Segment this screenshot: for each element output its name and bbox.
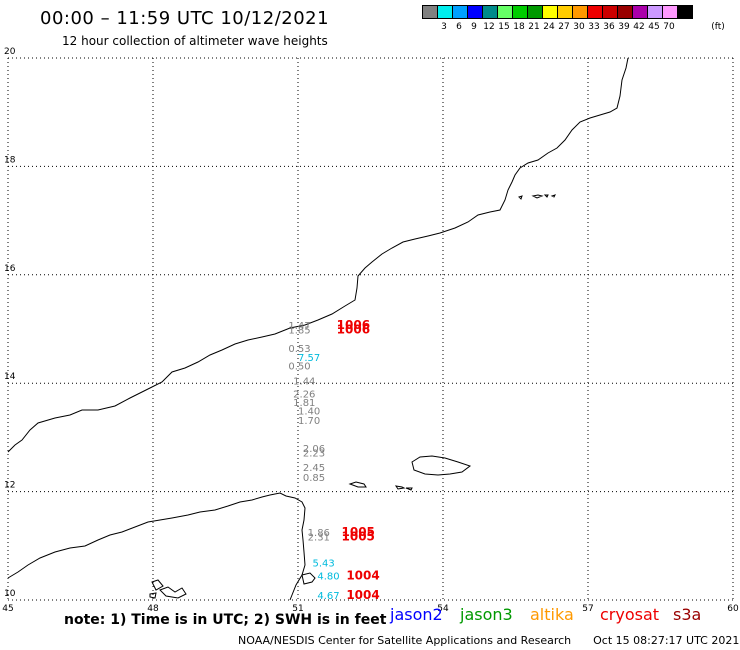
wave-height-label: 1004 [346, 568, 379, 582]
wave-height-label: 1.44 [293, 376, 315, 387]
wave-height-label: 1.85 [288, 325, 310, 336]
legend-label: 3 [441, 22, 447, 32]
lon-tick-label: 60 [727, 604, 739, 614]
legend-label: 33 [588, 22, 600, 32]
kuria-muria-islands [518, 194, 556, 200]
legend-label: 24 [543, 22, 555, 32]
wave-height-label: 2.06 [303, 444, 325, 455]
satellite-name: cryosat [600, 605, 660, 624]
wave-height-label: 1.40 [298, 407, 320, 418]
lat-tick-label: 18 [4, 155, 16, 165]
lat-tick-label: 10 [4, 589, 16, 599]
legend-label: 27 [558, 22, 570, 32]
legend-label: 42 [633, 22, 645, 32]
legend-label: 39 [618, 22, 630, 32]
wave-height-label: 2.26 [293, 389, 315, 400]
wave-height-label: 1.47 [288, 321, 310, 332]
lon-tick-label: 45 [2, 604, 13, 614]
wave-height-label: 1006 [337, 318, 370, 332]
wave-height-label: 1005 [342, 529, 375, 543]
socotra-island [411, 455, 472, 476]
lat-tick-label: 14 [4, 372, 16, 382]
wave-height-label: 4.67 [317, 591, 339, 602]
satellite-name: s3a [673, 605, 702, 624]
legend-label: 45 [648, 22, 660, 32]
wave-height-label: 4.80 [317, 571, 339, 582]
lat-tick-label: 16 [4, 264, 16, 274]
map-subtitle: 12 hour collection of altimeter wave hei… [62, 34, 328, 48]
legend-label: 15 [498, 22, 510, 32]
wave-height-label: 2.23 [303, 448, 325, 459]
legend-label: 6 [456, 22, 462, 32]
lat-tick-label: 20 [4, 47, 16, 57]
satellite-name: altika [530, 605, 574, 624]
legend-label: 30 [573, 22, 585, 32]
credit-line: NOAA/NESDIS Center for Satellite Applica… [238, 634, 739, 647]
wave-height-label: 1.70 [298, 416, 320, 427]
legend-unit: (ft) [711, 22, 725, 32]
satellite-name: jason3 [460, 605, 513, 624]
credit-text: NOAA/NESDIS Center for Satellite Applica… [238, 634, 572, 647]
lon-tick-label: 57 [582, 604, 593, 614]
wave-height-label: 1004 [346, 588, 379, 602]
wave-height-label: 0.85 [303, 473, 325, 484]
wave-height-label: 1005 [342, 525, 375, 539]
axis-tick-labels: 45 48 51 54 57 60 20 18 16 14 12 10 [2, 47, 739, 614]
legend-label: 9 [471, 22, 477, 32]
wave-height-label: 0.50 [288, 362, 310, 373]
wave-height-label: 2.45 [303, 463, 325, 474]
samhah-island [394, 485, 406, 490]
darsah-island [405, 487, 413, 491]
legend-label: 36 [603, 22, 615, 32]
wave-height-label: 1.86 [308, 528, 330, 539]
generated-timestamp: Oct 15 08:27:17 UTC 2021 [593, 634, 740, 647]
arabian-coastline [7, 57, 629, 453]
coastline [7, 57, 629, 601]
legend-color-bar [422, 5, 693, 19]
wave-height-label: 0.53 [288, 344, 310, 355]
wave-height-label: 1006 [337, 322, 370, 336]
ras-hafun [301, 572, 316, 585]
satellite-name: jason2 [390, 605, 443, 624]
footnote: note: 1) Time is in UTC; 2) SWH is in fe… [64, 612, 387, 628]
wave-height-label: 5.43 [313, 558, 335, 569]
legend-label: 21 [528, 22, 540, 32]
lat-tick-label: 12 [4, 481, 15, 491]
abd-al-kuri-island [348, 481, 367, 488]
legend-swatch [677, 5, 693, 19]
legend-label: 12 [483, 22, 495, 32]
graticule [7, 57, 734, 601]
wave-height-label: 2.31 [308, 532, 330, 543]
wave-height-label: 7.57 [298, 353, 320, 364]
wave-height-legend: 3 6 9 12 15 18 21 24 27 30 33 36 39 42 45 70 (ft) [422, 5, 725, 32]
somali-islets [149, 579, 187, 599]
lon-tick-label: 48 [147, 604, 159, 614]
legend-label: 70 [663, 22, 675, 32]
map-title: 00:00 – 11:59 UTC 10/12/2021 [40, 8, 330, 29]
lon-tick-label: 51 [292, 604, 303, 614]
lon-tick-label: 54 [437, 604, 449, 614]
somalia-coastline [7, 492, 306, 601]
legend-label: 18 [513, 22, 525, 32]
wave-height-label: 1.81 [293, 398, 315, 409]
